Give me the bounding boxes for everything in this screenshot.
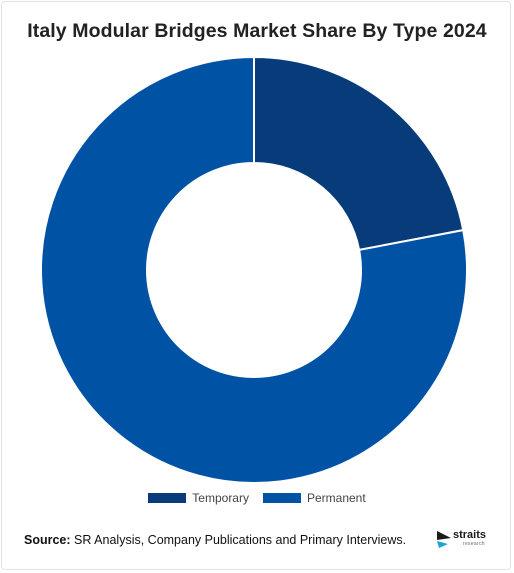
donut-slice-permanent[interactable] (40, 55, 468, 484)
legend-label-temporary: Temporary (192, 491, 249, 505)
legend-swatch-temporary (148, 493, 187, 503)
straits-logo: straits research (436, 528, 496, 550)
source-note: Source: SR Analysis, Company Publication… (24, 533, 406, 547)
logo-wordmark: straits (453, 529, 487, 541)
chart-legend: Temporary Permanent (0, 491, 514, 505)
chart-title: Italy Modular Bridges Market Share By Ty… (27, 20, 487, 42)
legend-label-permanent: Permanent (306, 491, 366, 505)
source-label: Source: (24, 533, 71, 547)
legend-item-temporary[interactable]: Temporary (148, 491, 249, 505)
source-text: SR Analysis, Company Publications and Pr… (74, 533, 407, 547)
logo-tagline: research (463, 541, 485, 547)
straits-logo-icon (437, 531, 451, 548)
donut-slice-temporary[interactable] (253, 55, 465, 252)
legend-swatch-permanent (262, 493, 301, 503)
legend-item-permanent[interactable]: Permanent (262, 491, 366, 505)
